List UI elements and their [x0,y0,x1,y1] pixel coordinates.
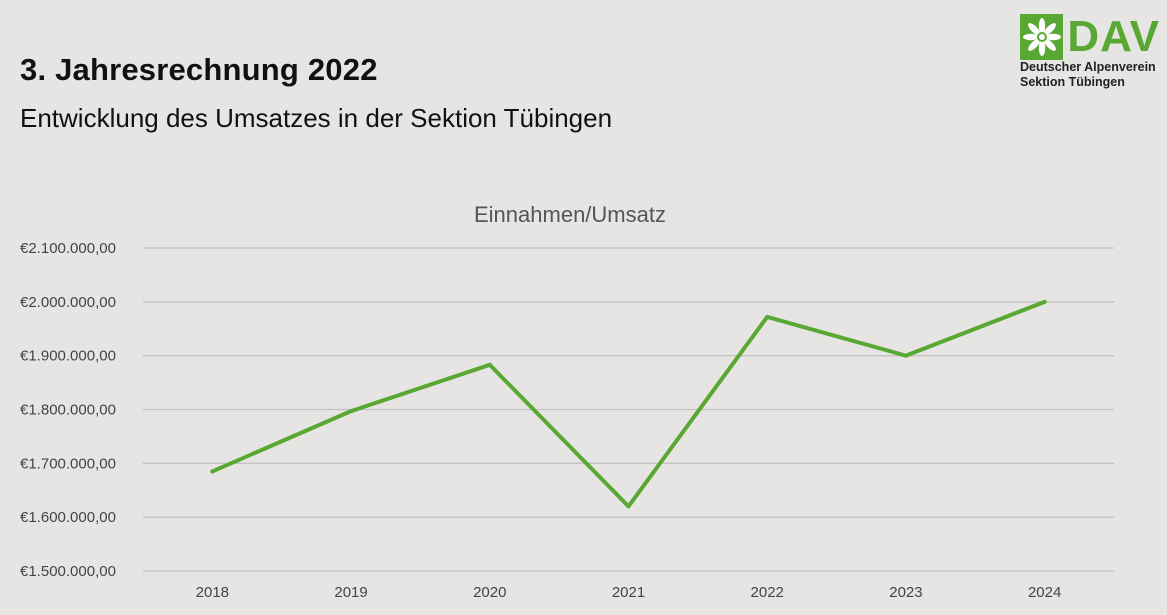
series-layer [210,299,1047,509]
data-point [903,353,908,358]
x-axis-ticks: 2018 2019 2020 2021 2022 2023 2024 [196,584,1062,601]
x-tick-label: 2022 [751,584,784,601]
gridlines [143,247,1114,572]
y-tick-label: €2.000.000,00 [20,294,116,311]
slide-title: 3. Jahresrechnung 2022 [20,52,378,87]
logo-badge: DAV [1020,14,1160,60]
y-tick-label: €1.600.000,00 [20,509,116,526]
x-tick-label: 2019 [334,584,367,601]
x-tick-label: 2023 [889,584,922,601]
data-point [210,469,215,474]
series-line [210,299,1047,509]
data-point [487,362,492,367]
slide-subtitle: Entwicklung des Umsatzes in der Sektion … [20,103,613,133]
y-axis-ticks: €1.500.000,00 €1.600.000,00 €1.700.000,00 €… [20,240,116,580]
x-tick-label: 2020 [473,584,506,601]
logo-line-1: Deutscher Alpenverein [1020,60,1156,74]
logo-line-2: Sektion Tübingen [1020,75,1125,89]
chart-title: Einnahmen/Umsatz [474,202,666,227]
edelweiss-icon [1020,14,1064,60]
chart: Einnahmen/Umsatz €1.500.000,00 €1.600.000… [0,190,1167,615]
y-tick-label: €1.700.000,00 [20,455,116,472]
x-tick-label: 2018 [196,584,229,601]
data-point [626,504,631,509]
y-tick-label: €1.800.000,00 [20,402,116,419]
x-tick-label: 2024 [1028,584,1061,601]
line-chart: Einnahmen/Umsatz €1.500.000,00 €1.600.000… [20,202,1114,601]
data-point [765,314,770,319]
dav-logo: DAV Deutscher Alpenverein Sektion Tübing… [1020,14,1160,90]
y-tick-label: €2.100.000,00 [20,240,116,257]
x-tick-label: 2021 [612,584,645,601]
y-tick-label: €1.900.000,00 [20,348,116,365]
logo-wordmark: DAV [1067,12,1160,61]
data-point [349,409,354,414]
y-tick-label: €1.500.000,00 [20,563,116,580]
data-point [1042,299,1047,304]
